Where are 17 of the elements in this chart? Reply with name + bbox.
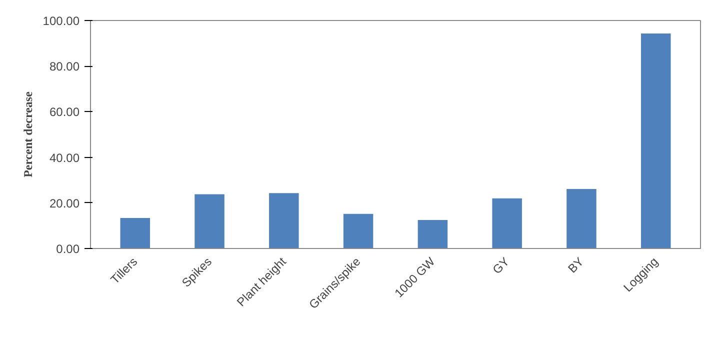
bar xyxy=(566,188,596,248)
bar xyxy=(194,194,224,248)
x-tick-label: BY xyxy=(565,254,586,276)
bar xyxy=(640,33,671,248)
y-tick-label: 100.00 xyxy=(42,14,80,28)
y-tick-label: 20.00 xyxy=(49,196,80,210)
bar xyxy=(269,193,299,248)
y-tick-label: 60.00 xyxy=(49,105,80,120)
bar xyxy=(492,198,522,248)
y-axis-title: Percent decrease xyxy=(20,90,35,178)
bar xyxy=(120,218,150,248)
y-tick-label: 40.00 xyxy=(49,150,80,165)
y-tick-label: 0.00 xyxy=(56,242,80,256)
x-tick-label: GY xyxy=(490,254,512,277)
bar xyxy=(343,214,374,248)
bar xyxy=(418,220,448,248)
y-tick-label: 80.00 xyxy=(49,60,80,74)
